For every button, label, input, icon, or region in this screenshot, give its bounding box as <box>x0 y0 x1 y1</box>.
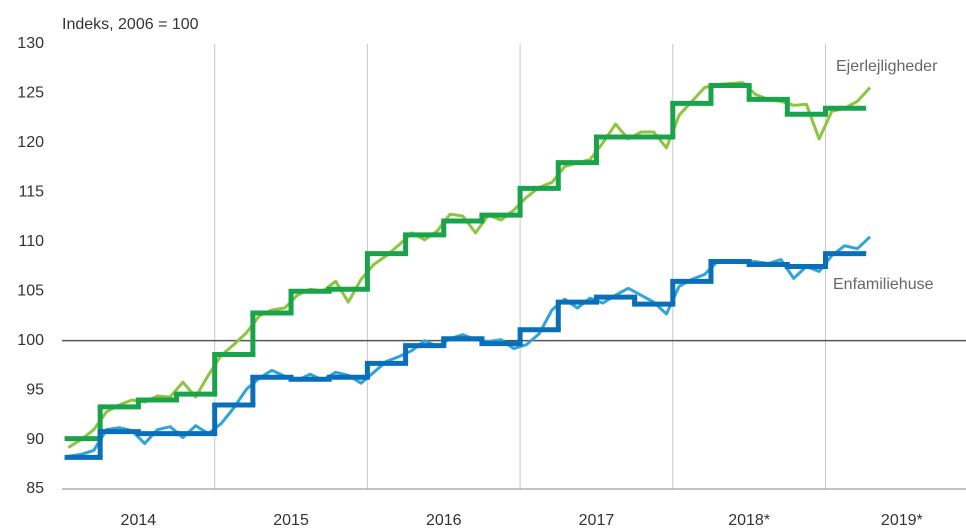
x-tick-label: 2018* <box>728 512 770 529</box>
x-tick-label: 2015 <box>273 512 309 529</box>
y-tick-label: 95 <box>26 381 44 398</box>
y-tick-label: 130 <box>17 35 44 52</box>
y-tick-label: 110 <box>18 233 44 250</box>
y-axis-label: Indeks, 2006 = 100 <box>62 16 199 33</box>
y-tick-label: 85 <box>26 480 44 497</box>
x-tick-label: 2019* <box>881 512 923 529</box>
x-tick-label: 2017 <box>579 512 615 529</box>
y-tick-label: 125 <box>17 85 44 102</box>
series-label: Ejerlejligheder <box>836 58 938 75</box>
x-tick-label: 2016 <box>426 512 462 529</box>
y-tick-label: 105 <box>17 282 44 299</box>
y-tick-label: 120 <box>17 134 44 151</box>
series-label: Enfamiliehuse <box>833 276 934 293</box>
y-tick-label: 100 <box>17 332 44 349</box>
x-tick-label: 2014 <box>121 512 157 529</box>
monthly-line <box>68 235 872 458</box>
y-tick-label: 115 <box>18 184 44 201</box>
y-tick-label: 90 <box>26 431 44 448</box>
